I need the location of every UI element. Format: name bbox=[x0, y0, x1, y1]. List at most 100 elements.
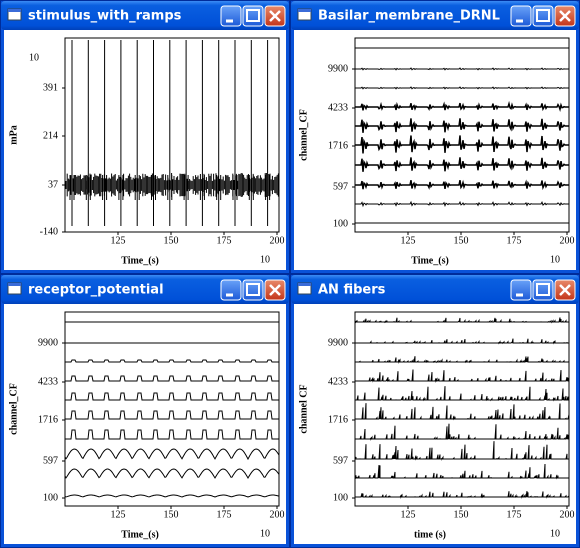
window-title: Basilar_membrane_DRNL bbox=[318, 9, 500, 24]
minimize-button[interactable] bbox=[220, 279, 242, 301]
x-tick-label: 125 bbox=[111, 235, 126, 246]
y-axis-label: channel_CF bbox=[8, 383, 19, 435]
x-tick-label: 150 bbox=[454, 509, 469, 520]
x-tick-label: 200 bbox=[270, 235, 285, 246]
trace bbox=[64, 494, 280, 498]
x-tick-label: 150 bbox=[164, 235, 179, 246]
trace bbox=[355, 157, 569, 172]
y-axis-label: channel CF bbox=[298, 384, 309, 433]
trace bbox=[354, 441, 569, 461]
x-axis-label: Time_(s) bbox=[411, 255, 449, 266]
y-tick-label: 4233 bbox=[328, 102, 348, 113]
close-glyph bbox=[269, 284, 281, 296]
window: Basilar_membrane_DRNL 9900 4233 1716 597 100 1… bbox=[290, 0, 580, 274]
client-area bbox=[4, 30, 286, 270]
x-tick-label: 150 bbox=[454, 235, 469, 246]
y-tick-label: 214 bbox=[43, 130, 58, 141]
trace bbox=[355, 179, 569, 191]
x-tick-label: 125 bbox=[401, 235, 416, 246]
y-tick-label: 597 bbox=[333, 181, 348, 192]
trace bbox=[355, 67, 569, 71]
y-tick-label: 100 bbox=[333, 218, 348, 229]
trace bbox=[354, 491, 570, 499]
y-tick-label: 597 bbox=[333, 455, 348, 466]
y-tick-label: 391 bbox=[43, 82, 58, 93]
client-area bbox=[294, 304, 576, 544]
y-tick-label: 1716 bbox=[328, 414, 348, 425]
client-area bbox=[4, 304, 286, 544]
y-tick-label: 100 bbox=[43, 492, 58, 503]
trace bbox=[65, 359, 279, 363]
y-tick-label: 1716 bbox=[38, 414, 58, 425]
minimize-button[interactable] bbox=[510, 279, 532, 301]
y-tick-label: 37 bbox=[48, 179, 58, 190]
trace bbox=[64, 448, 280, 461]
x-axis-label: Time_(s) bbox=[121, 529, 159, 540]
trace bbox=[65, 410, 279, 420]
x-tick-label: 175 bbox=[217, 509, 232, 520]
y-axis-label: mPa bbox=[8, 125, 19, 144]
y-tick-label: 4233 bbox=[38, 376, 58, 387]
y-exponent: 10 bbox=[29, 52, 39, 63]
trace bbox=[355, 338, 569, 345]
waveform bbox=[65, 40, 279, 226]
minimize-button[interactable] bbox=[510, 5, 532, 27]
y-tick-label: 4233 bbox=[328, 376, 348, 387]
trace bbox=[354, 463, 569, 480]
window-icon-bar bbox=[298, 283, 311, 286]
x-tick-label: 200 bbox=[560, 509, 575, 520]
y-axis-label: channel_CF bbox=[298, 109, 309, 161]
trace bbox=[355, 118, 569, 133]
x-tick-label: 175 bbox=[507, 509, 522, 520]
window: stimulus_with_ramps 391 214 37 -140 125 150 175… bbox=[0, 0, 290, 274]
trace bbox=[65, 429, 279, 440]
trace bbox=[355, 369, 569, 383]
x-exponent: 10 bbox=[550, 528, 560, 539]
maximize-glyph bbox=[246, 9, 260, 22]
close-glyph bbox=[269, 10, 281, 22]
x-exponent: 10 bbox=[550, 254, 560, 265]
window-icon-bar bbox=[298, 9, 311, 12]
minimize-button[interactable] bbox=[220, 5, 242, 27]
trace bbox=[355, 423, 569, 441]
trace bbox=[354, 403, 570, 421]
trace bbox=[355, 200, 569, 208]
x-tick-label: 125 bbox=[111, 509, 126, 520]
x-exponent: 10 bbox=[260, 254, 270, 265]
title-bar bbox=[291, 275, 579, 304]
y-tick-label: 100 bbox=[333, 492, 348, 503]
y-tick-label: -140 bbox=[40, 226, 58, 237]
trace bbox=[355, 100, 569, 113]
trace bbox=[65, 392, 279, 401]
close-glyph bbox=[559, 284, 571, 296]
window-icon-bar bbox=[8, 9, 21, 12]
trace bbox=[354, 386, 569, 402]
maximize-glyph bbox=[536, 283, 550, 296]
title-bar bbox=[291, 1, 579, 30]
y-tick-label: 9900 bbox=[328, 337, 348, 348]
close-glyph bbox=[559, 10, 571, 22]
x-axis-label: Time_(s) bbox=[121, 255, 159, 266]
window-title: stimulus_with_ramps bbox=[28, 9, 182, 24]
trace bbox=[64, 468, 280, 479]
client-area bbox=[294, 30, 576, 270]
plot-box bbox=[64, 311, 280, 507]
title-bar bbox=[1, 1, 289, 30]
x-tick-label: 125 bbox=[401, 509, 416, 520]
window: receptor_potential 9900 4233 1716 597 100 125 1… bbox=[0, 274, 290, 548]
x-tick-label: 175 bbox=[217, 235, 232, 246]
plot-box bbox=[354, 37, 570, 233]
window: AN fibers 9900 4233 1716 597 100 125 150 175 200 t… bbox=[290, 274, 580, 548]
maximize-glyph bbox=[246, 283, 260, 296]
title-bar bbox=[1, 275, 289, 304]
window-title: AN fibers bbox=[318, 283, 386, 298]
y-tick-label: 1716 bbox=[328, 140, 348, 151]
x-tick-label: 150 bbox=[164, 509, 179, 520]
x-exponent: 10 bbox=[260, 528, 270, 539]
window-title: receptor_potential bbox=[28, 283, 164, 298]
trace bbox=[355, 135, 569, 154]
y-tick-label: 9900 bbox=[328, 63, 348, 74]
plot-box bbox=[64, 37, 280, 233]
maximize-glyph bbox=[536, 9, 550, 22]
